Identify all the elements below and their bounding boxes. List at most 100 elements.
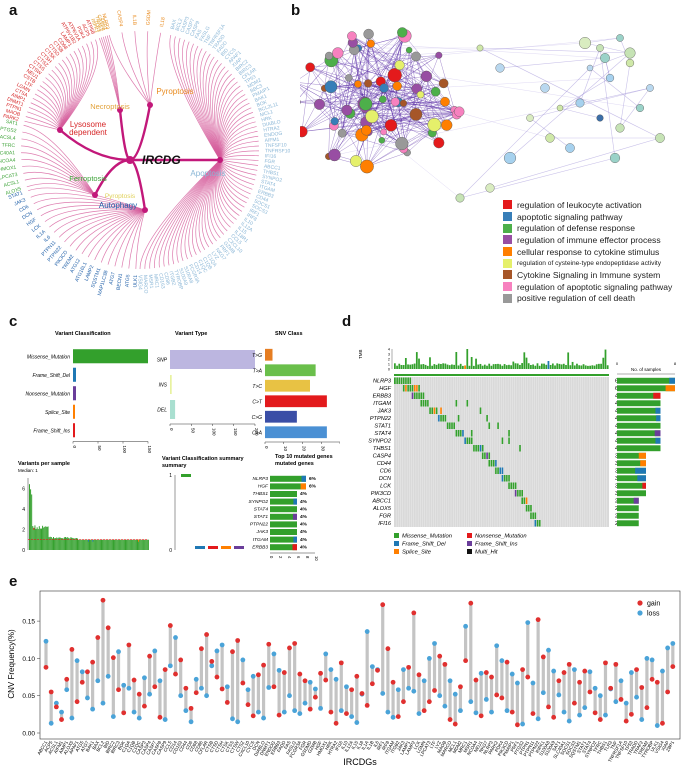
mutation-cell [404,377,407,384]
mutation-cell [512,482,515,489]
network-edge [331,42,586,61]
gene-bar-accent [292,544,297,551]
tree-branch [219,89,244,161]
mutation-cell [407,377,409,384]
sample-bar [72,538,74,550]
loss-point [494,643,500,649]
legend-item: regulation of apoptotic signaling pathwa… [503,281,683,293]
gain-point [432,688,437,693]
sample-bar [35,528,37,550]
tmb-bar [558,363,561,369]
tmb-bar [483,364,486,369]
category-label: Pyroptosis [105,193,136,200]
mutation-cell [400,377,403,384]
gene-label: PTPN22 [250,522,268,528]
gene-label: BAX [170,18,179,30]
gene-label: MCL1 [259,109,274,119]
sample-bar [104,539,106,550]
gene-label: ITGB2 [167,271,176,287]
tick-label: 40 [339,446,340,452]
network-node [545,133,555,143]
tree-branch [114,209,146,267]
gain-point [281,670,287,675]
tmb-bar [444,363,447,369]
gene-label: MSR1 [147,274,154,289]
tree-branch [139,159,221,270]
tree-branch [219,159,245,208]
legend-label: regulation of apoptotic signaling pathwa… [517,281,673,292]
legend-swatch [467,541,472,546]
gain-point [380,602,386,608]
loss-point [312,686,318,692]
loss-point [540,690,546,696]
tick-label: 10 [283,446,288,452]
gene-label: DNMT1 [6,96,24,108]
legend-swatch [503,212,512,222]
mutation-cell [415,392,418,399]
x-tick-label: ACP5 [43,740,54,753]
gene-label: IFI16 [265,153,277,160]
x-tick-label: IL1B [366,740,375,751]
tmb-label: TMB [358,350,363,360]
gain-point [64,676,70,682]
loss-point [240,657,246,663]
network-node [387,68,402,83]
tree-node [147,102,153,108]
loss-point [59,709,64,715]
mutation-cell [534,520,537,527]
sample-bar [144,539,146,550]
mutation-cell [394,377,396,384]
gain-point [209,658,215,664]
mutation-cell [407,385,409,392]
loss-point [421,678,427,684]
x-tick-label: XIAP [660,740,670,752]
gene-label: PDK4 [75,25,86,40]
plot-frame [39,590,681,740]
gain-point [463,658,469,664]
gene-label: IRF8 [245,212,258,223]
sample-bar [86,539,88,550]
gene-label: THBS1 [253,491,269,497]
network-edge [328,103,365,157]
loss-point [126,685,132,691]
tree-branch [23,171,96,196]
gain-point [447,717,453,722]
x-tick-label: C1QB [126,740,137,753]
network-node [405,46,413,54]
gain-point [95,635,101,640]
x-tick-label: CD6 [184,740,193,751]
x-tick-label: ITGB2 [390,740,401,754]
gain-point [416,672,422,678]
tree-node [57,127,63,133]
loss-point [157,678,163,684]
gain-point [59,717,64,722]
network-node [409,108,423,121]
tmb-bar [413,363,416,369]
category-label: T>C [252,384,262,390]
gene-label: STAT4 [374,431,391,437]
network-edge [337,52,343,134]
summary-box [221,546,231,549]
x-tick-label: TNF [609,740,618,750]
subplot-title: summary [162,463,187,469]
count-bar [617,520,639,527]
x-tick-label: MDM2 [452,740,463,755]
tmb-bar [516,363,519,369]
network-edge [310,37,621,68]
gain-point [349,687,355,693]
legend-swatch [503,223,512,233]
x-tick-label: DCN [251,740,260,751]
tmb-bar [418,358,420,369]
network-node [380,128,387,136]
gain-point [224,700,230,705]
loss-point [504,708,510,714]
gene-bar [270,513,297,520]
x-tick-label: FASLG [285,740,297,756]
gain-point [245,702,251,708]
loss-point [90,706,96,712]
legend-label: Missense_Mutation [402,534,452,540]
tree-branch [189,43,221,161]
x-tick-label: C1QA [121,739,132,753]
network-node [433,137,445,149]
sample-bar [66,537,68,550]
